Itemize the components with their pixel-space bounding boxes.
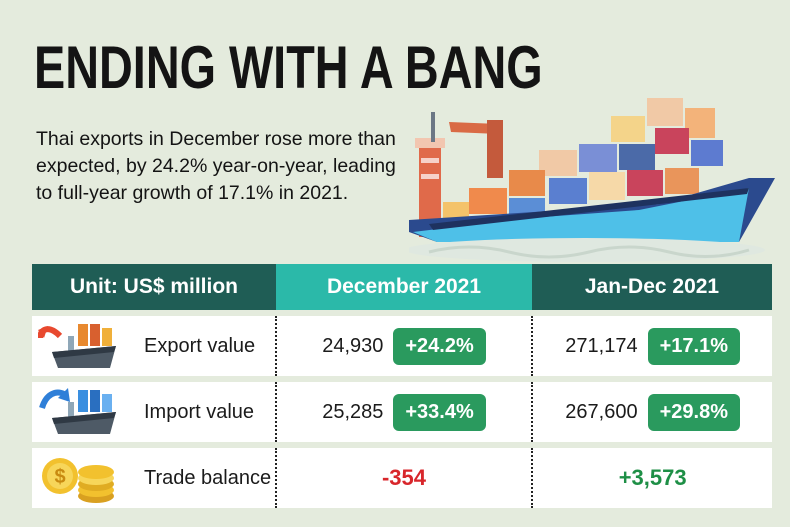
export-dec-value: 24,930	[322, 334, 384, 357]
import-december-cell: 25,285 +33.4%	[274, 382, 532, 442]
import-dec-value: 25,285	[322, 400, 384, 423]
svg-text:$: $	[54, 466, 65, 488]
trade-balance-label: Trade balance	[144, 466, 272, 489]
import-ship-icon	[39, 388, 116, 434]
trade-balance-year-cell: +3,573	[531, 448, 772, 508]
export-december-cell: 24,930 +24.2%	[274, 316, 532, 376]
coins-icon: $	[42, 458, 114, 503]
table-header: Unit: US$ million December 2021 Jan-Dec …	[32, 264, 772, 310]
trade-balance-december-cell: -354	[274, 448, 532, 508]
export-year-cell: 271,174 +17.1%	[531, 316, 772, 376]
table-row-export: Export value 24,930 +24.2% 271,174 +17.1…	[32, 316, 772, 376]
trade-balance-year-value: +3,573	[618, 465, 687, 490]
export-year-value: 271,174	[565, 334, 638, 357]
header-unit: Unit: US$ million	[32, 264, 276, 310]
table-row-import: Import value 25,285 +33.4% 267,600 +29.8…	[32, 382, 772, 442]
row-label-cell: Export value	[32, 316, 275, 376]
export-dec-change-badge: +24.2%	[393, 327, 486, 365]
cargo-ship-illustration	[409, 98, 775, 262]
trade-table: Unit: US$ million December 2021 Jan-Dec …	[32, 264, 772, 508]
export-ship-icon	[38, 324, 116, 368]
trade-balance-dec-value: -354	[381, 465, 427, 490]
subtitle: Thai exports in December rose more than …	[36, 128, 396, 204]
header-december: December 2021	[276, 264, 532, 310]
headline: ENDING WITH A BANG	[34, 34, 543, 101]
import-label: Import value	[144, 400, 255, 423]
import-year-cell: 267,600 +29.8%	[531, 382, 772, 442]
row-label-cell: Import value	[32, 382, 275, 442]
table-row-trade-balance: $ Trade balance -354 +3,573	[32, 448, 772, 508]
row-label-cell: $ Trade balance	[32, 448, 275, 508]
import-dec-change-badge: +33.4%	[393, 393, 486, 431]
header-year: Jan-Dec 2021	[532, 264, 772, 310]
import-year-change-badge: +29.8%	[647, 393, 740, 431]
export-year-change-badge: +17.1%	[647, 327, 740, 365]
import-year-value: 267,600	[565, 400, 638, 423]
export-label: Export value	[144, 334, 256, 357]
infographic: ENDING WITH A BANG Thai exports in Decem…	[14, 8, 776, 519]
